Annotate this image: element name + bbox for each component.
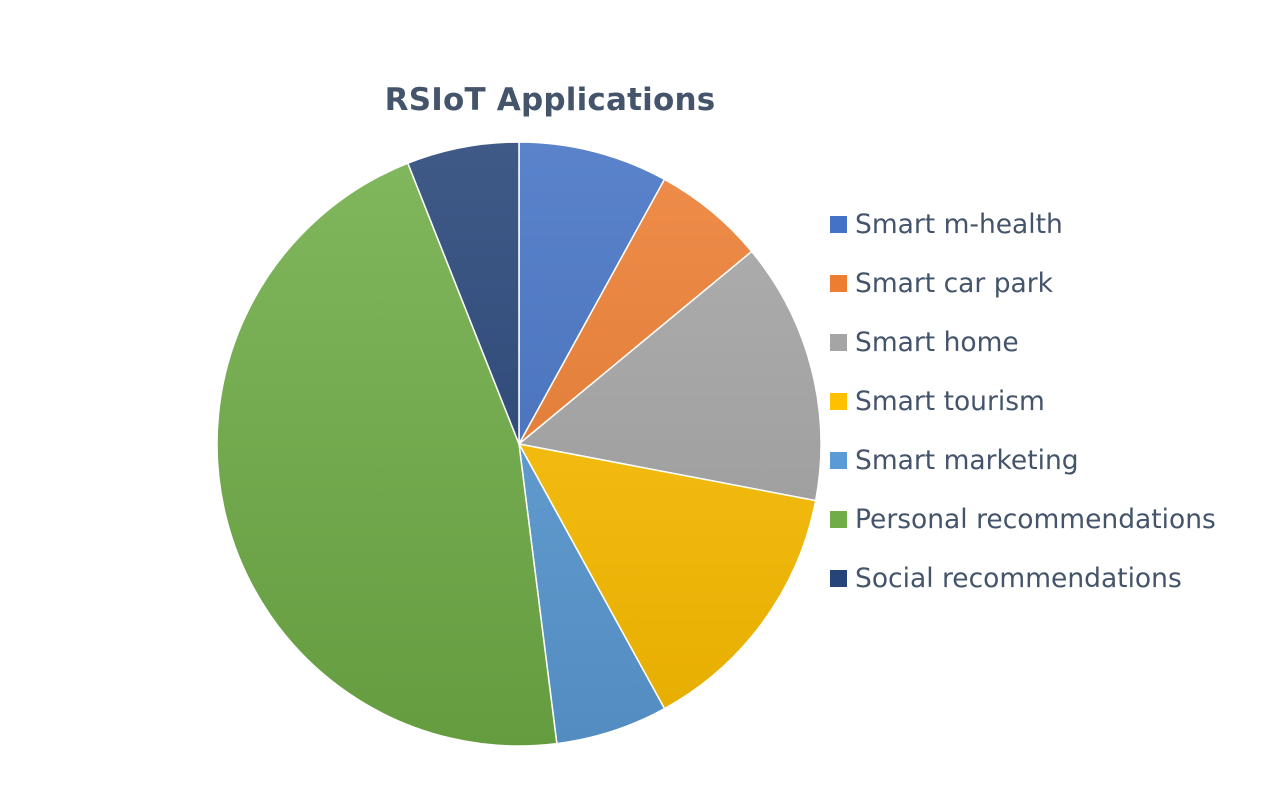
legend-swatch xyxy=(830,275,847,292)
legend-item: Smart home xyxy=(830,313,1216,372)
pie-slice-smart-tourism xyxy=(517,442,817,710)
pie-slices xyxy=(216,141,822,747)
legend-item: Social recommendations xyxy=(830,549,1216,608)
legend-item: Smart m-health xyxy=(830,195,1216,254)
legend-label: Smart home xyxy=(855,327,1019,358)
legend-label: Personal recommendations xyxy=(855,504,1216,535)
legend-item: Smart tourism xyxy=(830,372,1216,431)
legend: Smart m-health Smart car park Smart home Sm… xyxy=(830,195,1216,608)
legend-label: Smart m-health xyxy=(855,209,1063,240)
legend-item: Personal recommendations xyxy=(830,490,1216,549)
pie-slice-smart-m-health xyxy=(518,141,666,445)
legend-swatch xyxy=(830,511,847,528)
legend-swatch xyxy=(830,216,847,233)
pie-slice-social-recommendations xyxy=(406,141,520,445)
legend-label: Social recommendations xyxy=(855,563,1182,594)
legend-swatch xyxy=(830,452,847,469)
chart-title: RSIoT Applications xyxy=(384,82,716,118)
pie-slice-personal-recommendations xyxy=(216,162,558,747)
legend-item: Smart marketing xyxy=(830,431,1216,490)
legend-swatch xyxy=(830,393,847,410)
legend-swatch xyxy=(830,570,847,587)
legend-label: Smart tourism xyxy=(855,386,1045,417)
legend-label: Smart car park xyxy=(855,268,1054,299)
legend-label: Smart marketing xyxy=(855,445,1079,476)
pie-slice-smart-home xyxy=(517,250,822,502)
legend-item: Smart car park xyxy=(830,254,1216,313)
legend-swatch xyxy=(830,334,847,351)
